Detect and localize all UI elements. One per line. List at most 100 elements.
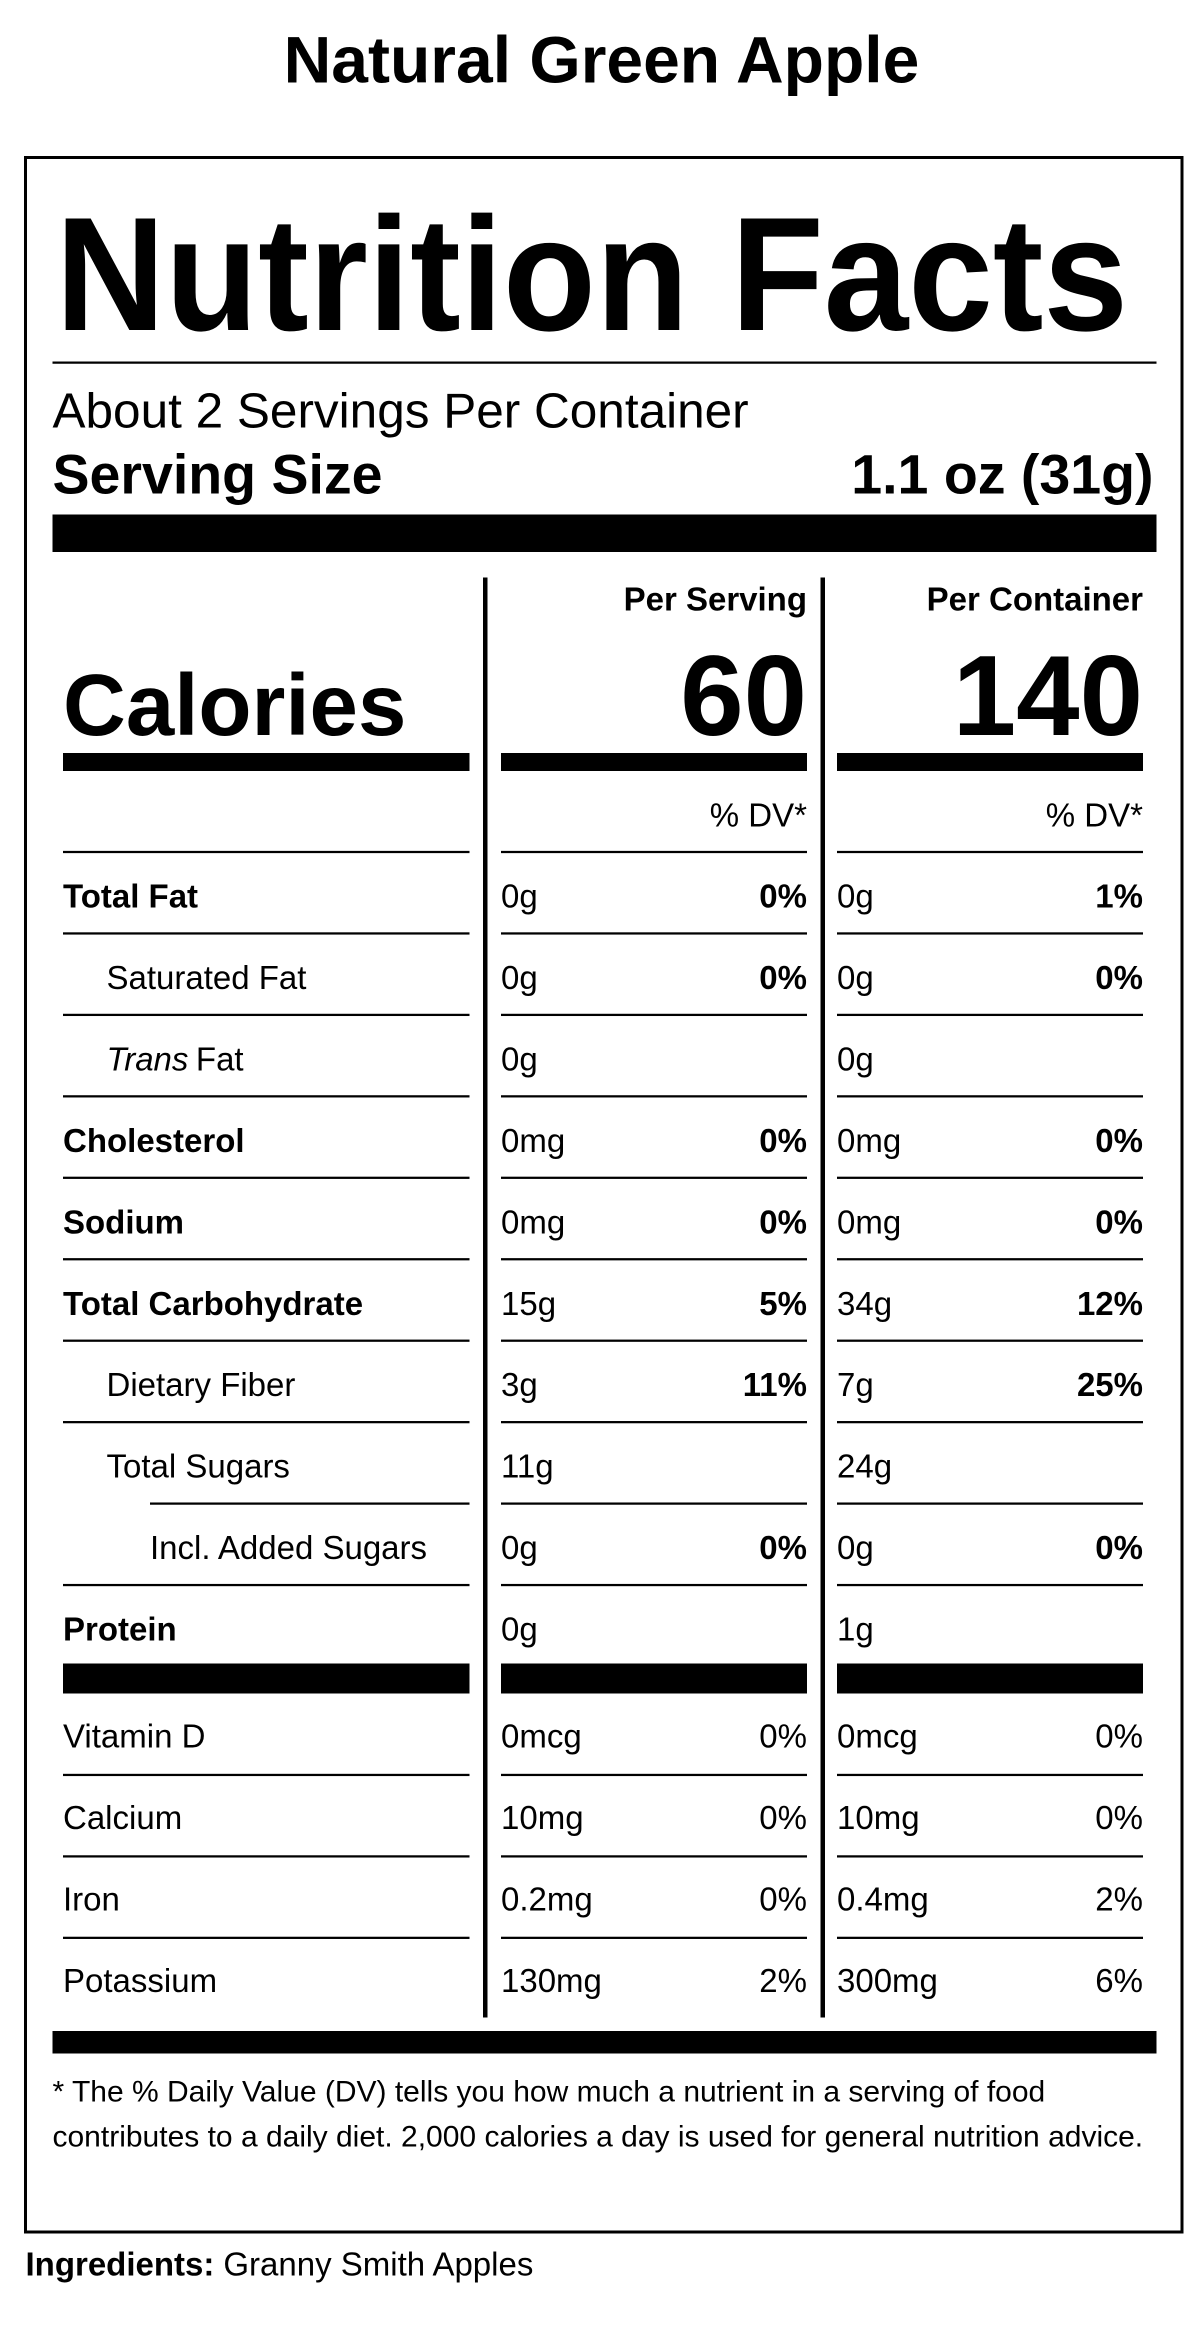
column-header: Per Container (927, 581, 1144, 618)
amount: 0g (837, 1529, 874, 1566)
column-divider (483, 577, 488, 2018)
row-rule (837, 1583, 1143, 1587)
row-rule (501, 1502, 807, 1505)
heading: Nutrition Facts (56, 184, 1129, 365)
amount: 0g (837, 1040, 874, 1077)
daily-value: 6% (1095, 1962, 1143, 1999)
nutrient-name: Sodium (63, 1203, 184, 1240)
nutrient-name: Total Carbohydrate (63, 1285, 363, 1322)
daily-value: 5% (759, 1285, 807, 1322)
row-rule (501, 932, 807, 935)
amount: 0g (501, 1611, 538, 1648)
nutrient-name-text: Sodium (63, 1203, 184, 1240)
calories-label: Calories (63, 657, 406, 754)
nutrient-name-text: Total Carbohydrate (63, 1285, 363, 1322)
thick-bar (52, 514, 1157, 552)
daily-value: 0% (759, 959, 807, 996)
daily-value: 25% (1077, 1366, 1143, 1403)
amount: 0mg (837, 1122, 901, 1159)
nutrient-name: Cholesterol (63, 1122, 245, 1159)
vitamin-name: Iron (63, 1880, 120, 1917)
row-rule (837, 850, 1143, 854)
servings: About 2 Servings Per Container (53, 384, 749, 439)
bar (63, 753, 470, 771)
amount: 0mcg (501, 1718, 582, 1755)
daily-value: 0% (759, 1880, 807, 1917)
amount: 0.4mg (837, 1880, 929, 1917)
amount: 0g (837, 878, 874, 915)
amount: 24g (837, 1448, 892, 1485)
daily-value: 0% (1095, 959, 1143, 996)
thick-bar (52, 2031, 1157, 2054)
row-rule (501, 1013, 807, 1017)
row-rule (501, 1855, 807, 1858)
row-rule (837, 1258, 1143, 1261)
vitamin-name: Potassium (63, 1962, 217, 1999)
row-rule (63, 1773, 470, 1777)
row-rule (837, 1773, 1143, 1777)
label-border (24, 156, 1184, 2234)
nutrient-name-text: Total Sugars (107, 1448, 290, 1485)
row-rule (837, 1095, 1143, 1098)
nutrient-name-text: Total Fat (63, 878, 198, 915)
nutrient-name-text: Incl. Added Sugars (150, 1529, 427, 1566)
dv-header: % DV* (710, 797, 807, 834)
row-rule (63, 1583, 470, 1587)
daily-value: 0% (759, 1203, 807, 1240)
row-rule (501, 1583, 807, 1587)
row-rule (837, 1936, 1143, 1939)
amount: 0g (501, 1529, 538, 1566)
nutrient-name: Incl. Added Sugars (150, 1529, 427, 1566)
ingredients-line: Ingredients: Granny Smith Apples (26, 2246, 534, 2283)
amount: 10mg (501, 1799, 584, 1836)
amount: 34g (837, 1285, 892, 1322)
daily-value: 0% (1095, 1203, 1143, 1240)
nutrient-name-text: Saturated Fat (107, 959, 307, 996)
row-rule (837, 1502, 1143, 1505)
daily-value: 0% (1095, 1718, 1143, 1755)
row-rule (837, 1013, 1143, 1017)
amount: 0mg (501, 1122, 565, 1159)
nutrient-name-rest: Fat (196, 1040, 244, 1077)
amount: 3g (501, 1366, 538, 1403)
nutrient-name-text: Protein (63, 1611, 177, 1648)
row-rule (63, 1258, 470, 1261)
calories-value: 140 (953, 633, 1143, 760)
dv-header: % DV* (1046, 797, 1143, 834)
row-rule (501, 1258, 807, 1261)
nutrient-name-text: Dietary Fiber (107, 1366, 296, 1403)
amount: 7g (837, 1366, 874, 1403)
amount: 0g (501, 878, 538, 915)
row-rule (501, 1339, 807, 1342)
row-rule (837, 1176, 1143, 1179)
row-rule (63, 1095, 470, 1098)
amount: 11g (501, 1448, 554, 1485)
label-root: Natural Green Apple Nutrition Facts Abou… (24, 23, 1184, 2283)
amount: 0g (501, 1040, 538, 1077)
amount: 10mg (837, 1799, 920, 1836)
amount: 0mg (837, 1203, 901, 1240)
nutrient-name: Trans Fat (107, 1040, 244, 1077)
nutrient-name: Total Sugars (107, 1448, 290, 1485)
ingredients: Granny Smith Apples (223, 2246, 533, 2283)
row-rule (63, 1176, 470, 1179)
row-rule (63, 850, 470, 854)
serving-size-label: Serving Size (53, 444, 383, 506)
amount: 15g (501, 1285, 556, 1322)
daily-value: 0% (1095, 1799, 1143, 1836)
row-rule (837, 1421, 1143, 1424)
daily-value: 2% (759, 1962, 807, 1999)
nutrient-name-italic: Trans (107, 1040, 189, 1077)
calories-value: 60 (680, 633, 807, 760)
footnote: * The % Daily Value (DV) tells you how m… (52, 2076, 1144, 2154)
amount: 0.2mg (501, 1880, 593, 1917)
daily-value: 0% (759, 1799, 807, 1836)
amount: 0g (837, 959, 874, 996)
row-rule (837, 1339, 1143, 1342)
daily-value: 0% (759, 878, 807, 915)
row-rule (63, 1855, 470, 1858)
product-title: Natural Green Apple (284, 23, 920, 97)
row-rule (150, 1502, 470, 1505)
